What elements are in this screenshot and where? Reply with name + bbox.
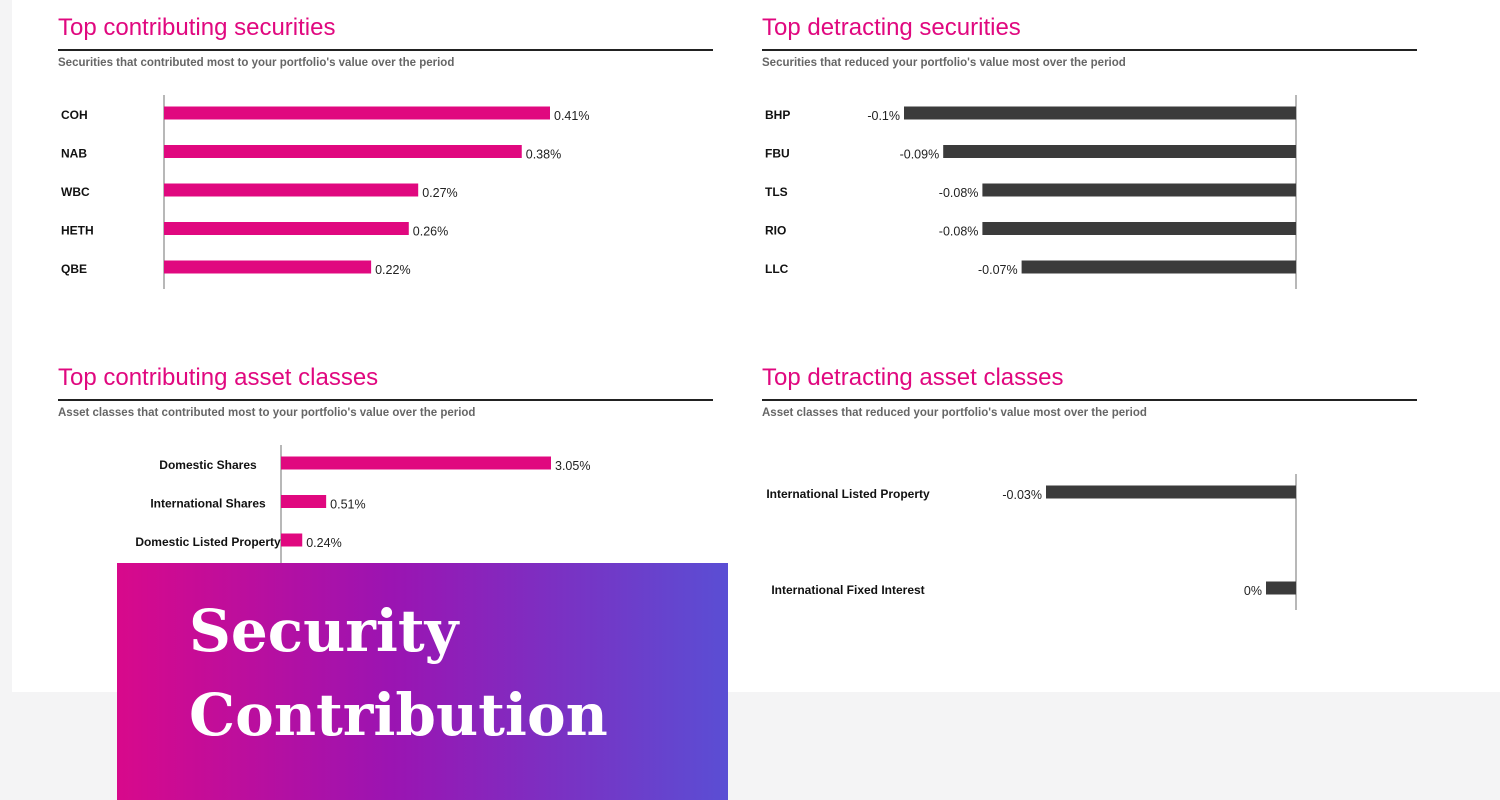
category-label: International Fixed Interest	[771, 583, 924, 597]
bar	[164, 106, 550, 120]
chart-subtitle: Securities that reduced your portfolio's…	[762, 57, 1126, 69]
chart-title: Top contributing asset classes	[58, 364, 379, 391]
category-label: WBC	[61, 185, 90, 199]
chart-plot: BHP -0.1% FBU -0.09% TLS -0.08% RIO -0.08% LLC -0…	[762, 0, 1417, 300]
bar	[1021, 260, 1296, 274]
banner-title-line-2: Contribution	[189, 681, 608, 749]
category-label: Domestic Listed Property	[135, 535, 281, 549]
category-label: QBE	[61, 262, 87, 276]
bar	[164, 260, 372, 274]
title-rule	[762, 399, 1417, 401]
bar	[1046, 485, 1296, 499]
bar	[943, 145, 1296, 158]
category-label: BHP	[765, 108, 790, 122]
title-rule	[58, 399, 713, 401]
chart-subtitle: Securities that contributed most to your…	[58, 57, 455, 69]
chart-title: Top contributing securities	[58, 14, 336, 41]
bar	[982, 183, 1296, 197]
value-label: 0.41%	[554, 109, 589, 123]
banner-title-line-1: Security	[189, 597, 459, 665]
value-label: -0.08%	[939, 186, 979, 200]
category-label: NAB	[61, 147, 87, 161]
bar-chart: International Listed Property -0.03% Inter…	[766, 474, 1297, 610]
bar	[164, 222, 409, 235]
category-label: International Listed Property	[766, 487, 930, 501]
bar	[281, 495, 327, 508]
category-label: FBU	[765, 147, 790, 161]
category-label: Domestic Shares	[159, 458, 257, 472]
value-label: 0%	[1244, 584, 1262, 598]
value-label: 0.38%	[526, 148, 561, 162]
bar	[904, 106, 1296, 120]
chart-subtitle: Asset classes that reduced your portfoli…	[762, 407, 1147, 419]
value-label: 0.26%	[413, 225, 448, 239]
bar	[982, 222, 1296, 235]
title-rule	[58, 49, 713, 51]
category-label: COH	[61, 108, 88, 122]
chart-title: Top detracting asset classes	[762, 364, 1064, 391]
bar	[164, 145, 522, 158]
value-label: -0.09%	[900, 148, 940, 162]
chart-plot: International Listed Property -0.03% Inter…	[762, 350, 1417, 650]
chart-subtitle: Asset classes that contributed most to y…	[58, 407, 476, 419]
category-label: LLC	[765, 262, 789, 276]
bar	[281, 533, 303, 547]
title-rule	[762, 49, 1417, 51]
title-banner: Security Contribution	[117, 563, 728, 800]
value-label: -0.07%	[978, 263, 1018, 277]
chart-plot: COH 0.41% NAB 0.38% WBC 0.27% HETH 0.26% QBE 0.22…	[58, 0, 713, 300]
chart-title: Top detracting securities	[762, 14, 1021, 41]
value-label: 0.51%	[330, 498, 365, 512]
bar	[164, 183, 419, 197]
bar-chart: BHP -0.1% FBU -0.09% TLS -0.08% RIO -0.08% LLC -0…	[765, 95, 1297, 289]
category-label: International Shares	[150, 497, 266, 511]
category-label: RIO	[765, 224, 786, 238]
bar-chart: COH 0.41% NAB 0.38% WBC 0.27% HETH 0.26% QBE 0.22…	[61, 95, 589, 289]
bar	[281, 456, 551, 470]
value-label: 0.22%	[375, 263, 410, 277]
value-label: -0.1%	[867, 109, 900, 123]
category-label: HETH	[61, 224, 94, 238]
category-label: TLS	[765, 185, 788, 199]
bar	[1266, 581, 1296, 595]
value-label: -0.03%	[1002, 488, 1042, 502]
value-label: 0.24%	[306, 536, 341, 550]
value-label: 0.27%	[422, 186, 457, 200]
value-label: -0.08%	[939, 225, 979, 239]
value-label: 3.05%	[555, 459, 590, 473]
